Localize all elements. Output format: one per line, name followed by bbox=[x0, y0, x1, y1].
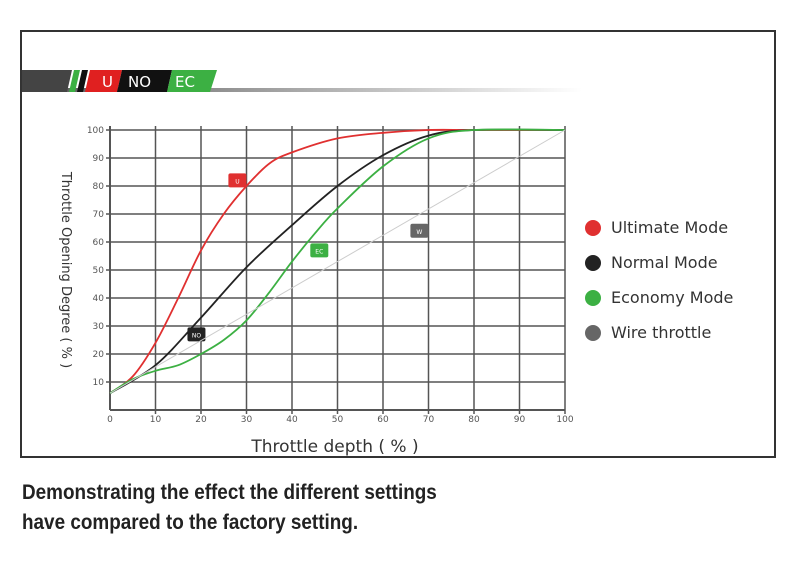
y-tick-label: 30 bbox=[93, 322, 105, 332]
banner-no: NO bbox=[128, 73, 151, 91]
y-tick-label: 20 bbox=[93, 350, 105, 360]
y-tick-label: 100 bbox=[87, 126, 104, 136]
series-marker-text: EC bbox=[315, 248, 323, 255]
x-tick-label: 0 bbox=[107, 415, 113, 425]
mode-banner: U NO EC bbox=[22, 70, 582, 92]
series-marker-u bbox=[228, 173, 247, 188]
series-line-u bbox=[109, 128, 565, 394]
legend-label: Economy Mode bbox=[611, 288, 734, 307]
banner-u: U bbox=[102, 73, 113, 91]
legend-label: Normal Mode bbox=[611, 253, 718, 272]
y-tick-label: 80 bbox=[93, 182, 105, 192]
y-tick-label: 50 bbox=[93, 266, 105, 276]
legend-item: Ultimate Mode bbox=[585, 210, 733, 245]
legend-item: Wire throttle bbox=[585, 315, 733, 350]
legend-dot-icon bbox=[585, 324, 601, 341]
series-line-w bbox=[109, 129, 566, 394]
x-tick-label: 80 bbox=[468, 415, 480, 425]
y-tick-label: 10 bbox=[93, 378, 105, 388]
y-axis-label: Throttle Opening Degree ( % ) bbox=[58, 171, 73, 368]
series-marker-text: U bbox=[235, 178, 239, 185]
series-marker-no bbox=[187, 327, 206, 342]
x-tick-label: 100 bbox=[556, 415, 573, 425]
grid bbox=[106, 126, 566, 414]
caption: Demonstrating the effect the different s… bbox=[22, 478, 437, 538]
x-tick-label: 20 bbox=[195, 415, 207, 425]
legend-item: Normal Mode bbox=[585, 245, 733, 280]
y-tick-label: 90 bbox=[93, 154, 105, 164]
legend: Ultimate Mode Normal Mode Economy Mode Wire… bbox=[585, 210, 733, 350]
x-tick-label: 70 bbox=[423, 415, 435, 425]
caption-line-2: have compared to the factory setting. bbox=[22, 511, 359, 534]
legend-item: Economy Mode bbox=[585, 280, 733, 315]
series-marker-text: W bbox=[416, 229, 422, 236]
series-marker-w bbox=[410, 223, 429, 238]
series-marker-ec bbox=[310, 243, 329, 258]
x-tick-label: 50 bbox=[332, 415, 344, 425]
banner-ec: EC bbox=[175, 73, 195, 91]
x-tick-label: 30 bbox=[241, 415, 253, 425]
legend-dot-icon bbox=[585, 289, 601, 306]
legend-label: Ultimate Mode bbox=[611, 218, 729, 237]
series-line-ec bbox=[109, 128, 566, 394]
x-tick-label: 40 bbox=[286, 415, 298, 425]
legend-label: Wire throttle bbox=[611, 323, 712, 342]
y-tick-label: 60 bbox=[93, 238, 105, 248]
series-marker-text: NO bbox=[192, 332, 201, 339]
x-tick-label: 10 bbox=[150, 415, 162, 425]
caption-line-1: Demonstrating the effect the different s… bbox=[22, 481, 437, 504]
legend-dot-icon bbox=[585, 254, 601, 271]
y-tick-label: 40 bbox=[93, 294, 105, 304]
x-axis-label: Throttle depth ( % ) bbox=[250, 437, 418, 457]
chart-frame bbox=[20, 30, 776, 458]
y-tick-label: 70 bbox=[93, 210, 105, 220]
x-tick-label: 90 bbox=[514, 415, 526, 425]
x-tick-label: 60 bbox=[377, 415, 389, 425]
legend-dot-icon bbox=[585, 219, 601, 236]
